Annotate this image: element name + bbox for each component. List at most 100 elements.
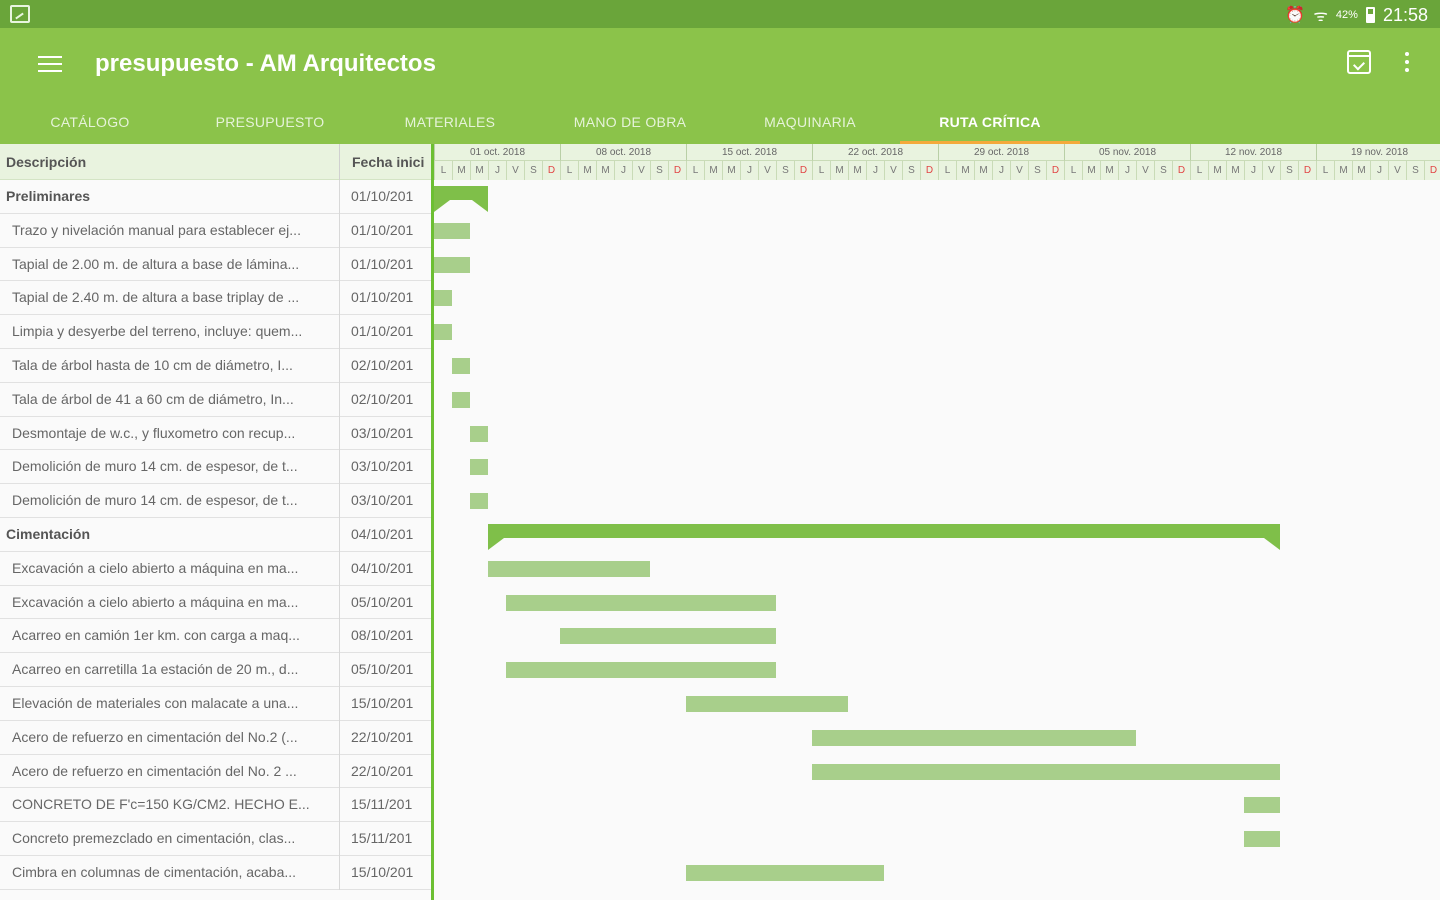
- clock: 21:58: [1382, 4, 1428, 25]
- day-label: M: [1082, 161, 1100, 180]
- pane-divider[interactable]: [431, 144, 434, 900]
- day-label: L: [686, 161, 704, 180]
- day-label: V: [758, 161, 776, 180]
- gantt-task-bar[interactable]: [470, 493, 488, 510]
- day-label: S: [524, 161, 542, 180]
- gantt-task-bar[interactable]: [452, 391, 470, 408]
- day-label: M: [1334, 161, 1352, 180]
- group-row[interactable]: Cimentación 04/10/201: [0, 517, 432, 552]
- table-row[interactable]: Trazo y nivelación manual para establece…: [0, 213, 432, 248]
- day-label: S: [1028, 161, 1046, 180]
- gantt-task-bar[interactable]: [812, 763, 1280, 780]
- table-row[interactable]: Tapial de 2.00 m. de altura a base de lá…: [0, 247, 432, 282]
- table-row[interactable]: Demolición de muro 14 cm. de espesor, de…: [0, 450, 432, 485]
- day-label: M: [1226, 161, 1244, 180]
- day-label: M: [578, 161, 596, 180]
- week-label: 05 nov. 2018: [1064, 144, 1190, 161]
- gantt-task-bar[interactable]: [506, 594, 776, 611]
- row-description: Acero de refuerzo en cimentación del No.…: [0, 720, 340, 755]
- more-vert-icon[interactable]: [1402, 52, 1412, 74]
- day-label: V: [632, 161, 650, 180]
- row-start-date: 22/10/201: [351, 762, 414, 779]
- table-row[interactable]: Tala de árbol de 41 a 60 cm de diámetro,…: [0, 382, 432, 417]
- row-start-date: 15/10/201: [351, 694, 414, 711]
- gantt-summary-bar[interactable]: [488, 524, 1280, 550]
- gantt-task-bar[interactable]: [560, 628, 776, 645]
- day-label: J: [488, 161, 506, 180]
- row-start-date: 08/10/201: [351, 627, 414, 644]
- row-start-date: 05/10/201: [351, 661, 414, 678]
- gantt-task-bar[interactable]: [686, 865, 884, 881]
- day-label: V: [1136, 161, 1154, 180]
- day-label: M: [704, 161, 722, 180]
- column-header-descripcion[interactable]: Descripción: [0, 144, 340, 180]
- table-row[interactable]: Elevación de materiales con malacate a u…: [0, 686, 432, 721]
- table-row[interactable]: Concreto premezclado en cimentación, cla…: [0, 822, 432, 856]
- gantt-task-bar[interactable]: [434, 290, 452, 307]
- row-start-date: 04/10/201: [351, 559, 414, 576]
- table-row[interactable]: Limpia y desyerbe del terreno, incluye: …: [0, 315, 432, 349]
- row-description: Trazo y nivelación manual para establece…: [0, 213, 340, 248]
- day-label: S: [776, 161, 794, 180]
- table-header: Descripción Fecha inici: [0, 144, 432, 180]
- row-description: Tapial de 2.00 m. de altura a base de lá…: [0, 247, 340, 282]
- table-row[interactable]: Acarreo en camión 1er km. con carga a ma…: [0, 619, 432, 654]
- week-label: 29 oct. 2018: [938, 144, 1064, 161]
- tab-presupuesto[interactable]: PRESUPUESTO: [215, 114, 325, 130]
- gantt-task-bar[interactable]: [452, 358, 470, 374]
- table-row[interactable]: Acero de refuerzo en cimentación del No.…: [0, 720, 432, 755]
- day-label: M: [470, 161, 488, 180]
- day-label: V: [1388, 161, 1406, 180]
- gantt-task-bar[interactable]: [686, 696, 848, 712]
- day-label: J: [1118, 161, 1136, 180]
- row-start-date: 01/10/201: [351, 323, 414, 340]
- table-row[interactable]: Excavación a cielo abierto a máquina en …: [0, 585, 432, 620]
- group-row[interactable]: Preliminares 01/10/201: [0, 180, 432, 214]
- day-label: D: [1172, 161, 1190, 180]
- gantt-task-bar[interactable]: [1244, 797, 1280, 814]
- tab-catalogo[interactable]: CATÁLOGO: [50, 114, 130, 130]
- day-label: S: [650, 161, 668, 180]
- row-description: Acarreo en carretilla 1a estación de 20 …: [0, 653, 340, 687]
- gantt-task-bar[interactable]: [506, 662, 776, 679]
- week-label: 15 oct. 2018: [686, 144, 812, 161]
- gantt-task-bar[interactable]: [812, 729, 1136, 746]
- row-description: Acero de refuerzo en cimentación del No.…: [0, 754, 340, 789]
- column-header-fecha-inicio[interactable]: Fecha inici: [352, 154, 425, 170]
- table-row[interactable]: Demolición de muro 14 cm. de espesor, de…: [0, 484, 432, 518]
- gantt-task-bar[interactable]: [470, 459, 488, 476]
- table-row[interactable]: CONCRETO DE F'c=150 KG/CM2. HECHO E... 15…: [0, 788, 432, 823]
- menu-icon[interactable]: [38, 56, 62, 74]
- gantt-task-bar[interactable]: [1244, 831, 1280, 848]
- gantt-task-bar[interactable]: [470, 425, 488, 442]
- table-row[interactable]: Tapial de 2.40 m. de altura a base tripl…: [0, 281, 432, 316]
- day-label: D: [668, 161, 686, 180]
- table-row[interactable]: Excavación a cielo abierto a máquina en …: [0, 551, 432, 586]
- day-label: J: [866, 161, 884, 180]
- table-row[interactable]: Tala de árbol hasta de 10 cm de diámetro…: [0, 348, 432, 383]
- gantt-task-bar[interactable]: [434, 222, 470, 239]
- row-description: Acarreo en camión 1er km. con carga a ma…: [0, 619, 340, 654]
- row-start-date: 01/10/201: [351, 188, 414, 204]
- table-row[interactable]: Desmontaje de w.c., y fluxometro con rec…: [0, 416, 432, 451]
- table-row[interactable]: Cimbra en columnas de cimentación, acaba…: [0, 855, 432, 890]
- gantt-task-bar[interactable]: [434, 324, 452, 341]
- calendar-icon[interactable]: [1347, 50, 1371, 74]
- row-start-date: 02/10/201: [351, 390, 414, 407]
- table-row[interactable]: Acero de refuerzo en cimentación del No.…: [0, 754, 432, 789]
- gantt-task-bar[interactable]: [488, 560, 650, 577]
- row-description: Tala de árbol de 41 a 60 cm de diámetro,…: [0, 382, 340, 417]
- gantt-summary-bar[interactable]: [434, 186, 488, 212]
- status-icons: ⏰ ᯤ 42% 21:58: [1285, 4, 1428, 26]
- table-row[interactable]: Acarreo en carretilla 1a estación de 20 …: [0, 653, 432, 687]
- day-label: L: [812, 161, 830, 180]
- tab-materiales[interactable]: MATERIALES: [404, 114, 496, 130]
- tab-mano-de-obra[interactable]: MANO DE OBRA: [573, 114, 687, 130]
- tab-ruta-critica[interactable]: RUTA CRÍTICA: [900, 104, 1080, 144]
- gantt-task-bar[interactable]: [434, 256, 470, 273]
- wifi-icon: ᯤ: [1313, 8, 1328, 25]
- tab-maquinaria[interactable]: MAQUINARIA: [764, 114, 856, 130]
- row-description: Desmontaje de w.c., y fluxometro con rec…: [0, 416, 340, 451]
- battery-icon: [1365, 7, 1375, 23]
- row-description: Limpia y desyerbe del terreno, incluye: …: [0, 315, 340, 349]
